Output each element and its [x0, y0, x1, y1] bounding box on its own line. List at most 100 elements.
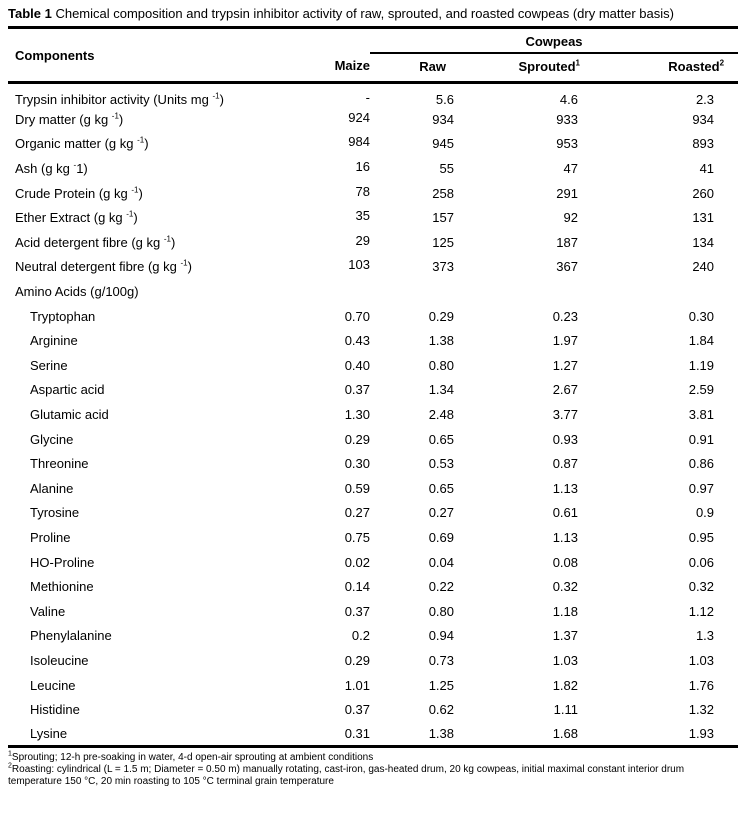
component-label: Trypsin inhibitor activity (Units mg -1) — [8, 83, 308, 108]
sprouted-value: 0.61 — [552, 505, 578, 521]
sprouted-value: 0.32 — [552, 579, 578, 595]
maize-value: 0.27 — [344, 505, 370, 521]
table-header: Components Maize Cowpeas Raw Sprouted1 R… — [8, 27, 739, 84]
table-row: Phenylalanine 0.2 0.94 1.37 1.3 — [8, 624, 738, 649]
col-group-cowpeas: Cowpeas — [370, 27, 739, 54]
label-text: Acid detergent fibre (g kg — [15, 234, 164, 250]
roasted-value: 893 — [692, 136, 715, 152]
maize-value: 0.75 — [344, 529, 370, 545]
maize-value: 29 — [355, 232, 370, 248]
label-text: Organic matter (g kg — [15, 136, 138, 152]
sprouted-value: 1.27 — [552, 357, 578, 373]
col-header-components: Components — [8, 27, 308, 84]
sprouted-value: 3.77 — [552, 407, 578, 423]
label-text: Methionine — [30, 579, 94, 595]
raw-value — [370, 279, 458, 304]
table-row: Proline 0.75 0.69 1.13 0.95 — [8, 525, 738, 550]
raw-value: 0.94 — [428, 628, 454, 644]
label-text: Arginine — [30, 333, 78, 349]
label-text: Neutral detergent fibre (g kg — [15, 259, 181, 275]
roasted-value: 0.86 — [688, 456, 715, 472]
table-row: Dry matter (g kg -1) 924 934 933 934 — [8, 107, 738, 132]
composition-table: Components Maize Cowpeas Raw Sprouted1 R… — [8, 26, 739, 749]
sprouted-value: 1.97 — [552, 333, 578, 349]
sprouted-label: Sprouted — [518, 59, 576, 74]
roasted-value: 134 — [692, 234, 715, 250]
table-row: Organic matter (g kg -1) 984 945 953 893 — [8, 132, 738, 157]
label-suffix: ) — [219, 92, 224, 108]
maize-value: 1.01 — [344, 677, 370, 693]
maize-value: 0.14 — [344, 579, 370, 595]
unit-exponent: -1 — [180, 259, 188, 269]
raw-value: 55 — [439, 161, 454, 177]
raw-value: 157 — [432, 210, 454, 226]
table-row: Aspartic acid 0.37 1.34 2.67 2.59 — [8, 378, 738, 403]
footnote-1-marker: 1 — [8, 750, 12, 758]
roasted-value: 240 — [692, 259, 715, 275]
maize-value: 0.37 — [344, 702, 370, 718]
roasted-value: 260 — [692, 185, 715, 201]
label-text: Leucine — [30, 677, 76, 693]
roasted-value: 1.12 — [688, 603, 715, 619]
maize-value: 0.59 — [344, 480, 370, 496]
table-row: Threonine 0.30 0.53 0.87 0.86 — [8, 451, 738, 476]
raw-value: 1.34 — [428, 382, 454, 398]
raw-value: 0.53 — [428, 456, 454, 472]
maize-value: 0.29 — [344, 652, 370, 668]
maize-value: 984 — [348, 134, 370, 150]
roasted-value: 2.3 — [695, 92, 715, 108]
unit-exponent: -1 — [131, 185, 139, 195]
component-label: Isoleucine — [8, 648, 308, 673]
table-body: Trypsin inhibitor activity (Units mg -1)… — [8, 83, 738, 747]
raw-value: 373 — [432, 259, 454, 275]
label-text: Proline — [30, 529, 71, 545]
sprouted-value: 1.13 — [552, 480, 578, 496]
component-label: Organic matter (g kg -1) — [8, 132, 308, 157]
label-suffix: ) — [187, 259, 192, 275]
roasted-value: 1.03 — [688, 652, 715, 668]
label-text: HO-Proline — [30, 554, 95, 570]
table-row: Leucine 1.01 1.25 1.82 1.76 — [8, 673, 738, 698]
table-row: Arginine 0.43 1.38 1.97 1.84 — [8, 328, 738, 353]
raw-value: 0.62 — [428, 702, 454, 718]
raw-value: 0.22 — [428, 579, 454, 595]
sprouted-value: 1.82 — [552, 677, 578, 693]
sprouted-value: 291 — [556, 185, 578, 201]
sprouted-value: 1.11 — [553, 702, 578, 718]
maize-value: 35 — [355, 208, 370, 224]
raw-value: 0.80 — [428, 603, 454, 619]
unit-exponent: -1 — [126, 209, 134, 219]
maize-value: 0.30 — [344, 456, 370, 472]
component-label: Glutamic acid — [8, 402, 308, 427]
footnotes: 1Sprouting; 12-h pre-soaking in water, 4… — [8, 750, 735, 788]
label-suffix: ) — [118, 111, 124, 127]
maize-value: 0.43 — [344, 333, 370, 349]
table-row: Glycine 0.29 0.65 0.93 0.91 — [8, 427, 738, 452]
sprouted-value — [458, 279, 582, 304]
table-row: Methionine 0.14 0.22 0.32 0.32 — [8, 574, 738, 599]
table-row: Crude Protein (g kg -1) 78 258 291 260 — [8, 181, 738, 206]
label-suffix: ) — [133, 210, 138, 226]
component-label: Threonine — [8, 451, 308, 476]
raw-value: 125 — [432, 234, 454, 250]
component-label: Arginine — [8, 328, 308, 353]
raw-value: 1.25 — [428, 677, 454, 693]
component-label: Tryptophan — [8, 304, 308, 329]
component-label: Aspartic acid — [8, 378, 308, 403]
raw-value: 0.29 — [428, 308, 454, 324]
label-text: Glutamic acid — [30, 407, 109, 423]
sprouted-value: 0.23 — [552, 308, 578, 324]
sprouted-value: 933 — [556, 111, 578, 127]
label-text: Aspartic acid — [30, 382, 105, 398]
sprouted-value: 1.13 — [552, 529, 578, 545]
sprouted-value: 4.6 — [559, 92, 578, 108]
table-row: Lysine 0.31 1.38 1.68 1.93 — [8, 722, 738, 747]
table-row: Neutral detergent fibre (g kg -1) 103 37… — [8, 255, 738, 280]
table-row: Serine 0.40 0.80 1.27 1.19 — [8, 353, 738, 378]
sprouted-value: 1.37 — [552, 628, 578, 644]
header-row-group: Components Maize Cowpeas — [8, 27, 739, 84]
header-row-sub: Raw Sprouted1 Roasted2 — [8, 53, 739, 84]
label-text: Phenylalanine — [30, 628, 112, 644]
maize-value: 924 — [348, 109, 370, 125]
label-suffix: 1) — [76, 161, 88, 177]
